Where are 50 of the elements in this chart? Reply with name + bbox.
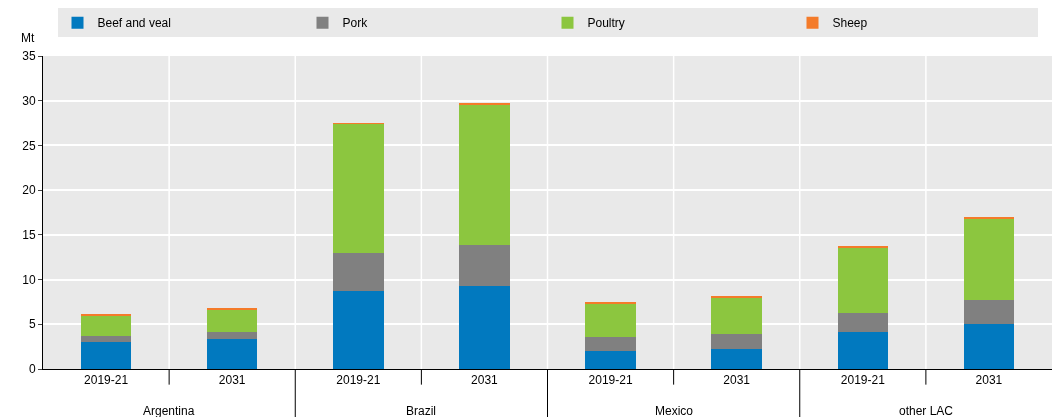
bar [80, 315, 132, 336]
bar [837, 312, 889, 333]
bar [333, 252, 384, 292]
y-tick-label: 15 [22, 228, 36, 243]
y-tick-label: 5 [28, 317, 36, 332]
x-tick-label: 2019-21 [840, 373, 886, 388]
text: other LAC [899, 404, 954, 417]
bar [585, 303, 636, 337]
bar [206, 332, 258, 339]
legend-label: Sheep [832, 16, 868, 31]
bar [837, 332, 889, 369]
y-tick-label: 0 [28, 362, 36, 377]
bar [333, 123, 384, 253]
bar [459, 244, 510, 286]
legend-label: Beef and veal [97, 16, 171, 31]
bar [963, 324, 1015, 369]
bar [963, 216, 1015, 219]
x-tick-label: 2031 [723, 373, 751, 388]
x-tick-label: 2019-21 [84, 373, 129, 388]
y-tick-label: 10 [22, 272, 36, 287]
y-tick-label: 25 [22, 138, 36, 153]
bar [585, 351, 636, 369]
bar [837, 247, 889, 313]
bar [711, 334, 762, 350]
x-tick-label: 2031 [975, 373, 1003, 388]
bar [459, 104, 510, 245]
legend-label: Poultry [587, 16, 625, 31]
x-tick-label: 2031 [218, 373, 246, 388]
bar [963, 300, 1015, 325]
legend-label: Pork [342, 16, 369, 31]
x-tick-label: 2019-21 [336, 373, 381, 388]
bar [963, 218, 1015, 301]
bar [711, 297, 762, 335]
bar [585, 336, 636, 352]
bar [80, 335, 132, 343]
text: Brazil [406, 404, 437, 417]
y-tick-label: 30 [22, 93, 36, 108]
text: Mexico [655, 404, 694, 417]
x-tick-label: 2019-21 [588, 373, 633, 388]
y-axis-title: Mt [21, 31, 35, 45]
bar [333, 291, 384, 369]
bar [459, 285, 510, 369]
bar [206, 338, 258, 369]
y-tick-label: 35 [22, 49, 36, 64]
text: Argentina [143, 404, 195, 417]
y-tick-label: 20 [22, 183, 36, 198]
x-tick-label: 2031 [471, 373, 499, 388]
bar [80, 342, 132, 369]
bar [206, 309, 258, 333]
bar [711, 349, 762, 369]
